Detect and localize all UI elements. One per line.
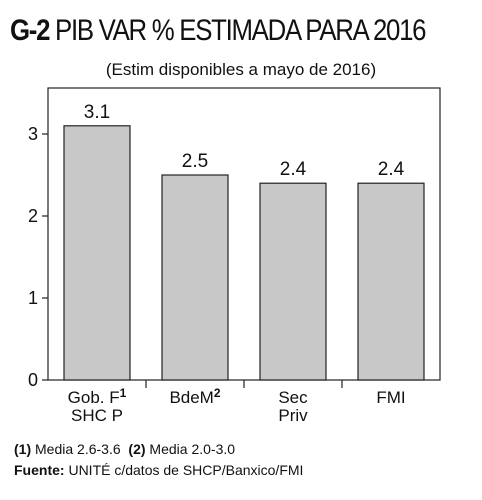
value-label-2: 2.4 (280, 159, 307, 180)
bar-3 (357, 182, 425, 381)
category-superscript-1: 2 (214, 386, 221, 400)
footnote-mark-1: (1) (14, 441, 32, 457)
category-label-line2-2: Priv (278, 406, 308, 425)
chart-title: G-2 PIB VAR % ESTIMADA PARA 2016 (10, 14, 426, 48)
y-tick-label-0: 0 (28, 370, 38, 390)
value-label-0: 3.1 (84, 102, 110, 123)
y-tick-label-1: 1 (28, 288, 38, 308)
value-label-3: 2.4 (378, 159, 405, 180)
footnote-source: Fuente: UNITÉ c/datos de SHCP/Banxico/FM… (14, 462, 303, 478)
category-label-0: Gob. F1 (68, 386, 127, 407)
bar-1 (161, 174, 229, 381)
category-label-3: FMI (376, 388, 405, 407)
bar-0 (63, 125, 131, 381)
y-tick-label-2: 2 (28, 206, 38, 226)
bar-2 (259, 182, 327, 381)
source-text: UNITÉ c/datos de SHCP/Banxico/FMI (64, 462, 304, 478)
footnote-text-2: Media 2.0-3.0 (145, 441, 236, 457)
chart-code: G-2 (10, 14, 50, 47)
category-label-2: Sec (278, 388, 308, 407)
category-label-1: BdeM2 (169, 386, 220, 407)
category-superscript-0: 1 (120, 386, 127, 400)
source-label: Fuente: (14, 462, 65, 478)
value-label-1: 2.5 (182, 151, 208, 172)
chart-subtitle: (Estim disponibles a mayo de 2016) (105, 60, 377, 79)
chart-title-text: PIB VAR % ESTIMADA PARA 2016 (55, 14, 426, 47)
footnote-text-1: Media 2.6-3.6 (31, 441, 121, 457)
category-label-line2-0: SHC P (71, 406, 123, 425)
footnote-mark-2: (2) (128, 441, 146, 457)
footnote-ranges: (1) Media 2.6-3.6 (2) Media 2.0-3.0 (14, 441, 235, 457)
y-tick-label-3: 3 (28, 124, 38, 144)
